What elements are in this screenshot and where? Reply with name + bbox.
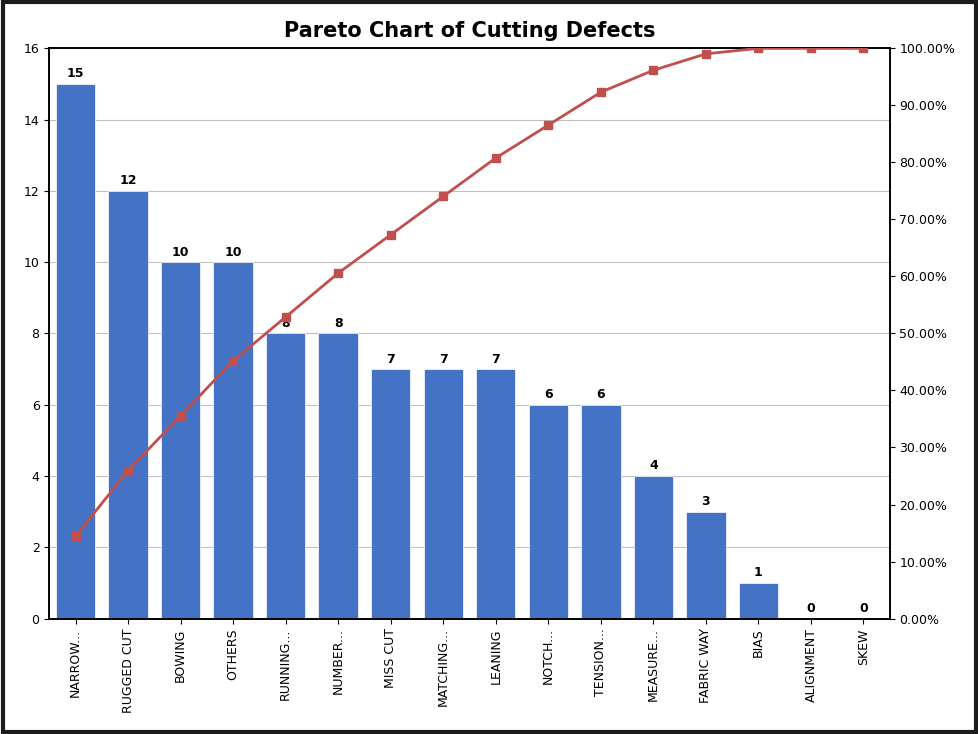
Bar xyxy=(109,191,148,619)
Title: Pareto Chart of Cutting Defects: Pareto Chart of Cutting Defects xyxy=(284,21,654,41)
Bar xyxy=(423,369,463,619)
Bar xyxy=(581,404,620,619)
Bar xyxy=(160,262,200,619)
Bar xyxy=(686,512,725,619)
Text: 4: 4 xyxy=(648,459,657,473)
Bar xyxy=(371,369,410,619)
Bar xyxy=(528,404,567,619)
Bar xyxy=(738,583,778,619)
Text: 10: 10 xyxy=(172,246,189,258)
Text: 6: 6 xyxy=(596,388,604,401)
Text: 7: 7 xyxy=(386,352,395,366)
Text: 0: 0 xyxy=(806,602,815,615)
Bar xyxy=(266,333,305,619)
Text: 8: 8 xyxy=(281,317,289,330)
Text: 1: 1 xyxy=(753,567,762,579)
Text: 8: 8 xyxy=(333,317,342,330)
Text: 0: 0 xyxy=(859,602,867,615)
Bar xyxy=(633,476,672,619)
Text: 15: 15 xyxy=(67,68,84,81)
Bar xyxy=(475,369,515,619)
Text: 3: 3 xyxy=(701,495,709,508)
Text: 12: 12 xyxy=(119,175,137,187)
Text: 7: 7 xyxy=(491,352,500,366)
Bar xyxy=(213,262,252,619)
Text: 10: 10 xyxy=(224,246,242,258)
Text: 7: 7 xyxy=(438,352,447,366)
Bar xyxy=(318,333,358,619)
Bar xyxy=(56,84,95,619)
Text: 6: 6 xyxy=(544,388,552,401)
